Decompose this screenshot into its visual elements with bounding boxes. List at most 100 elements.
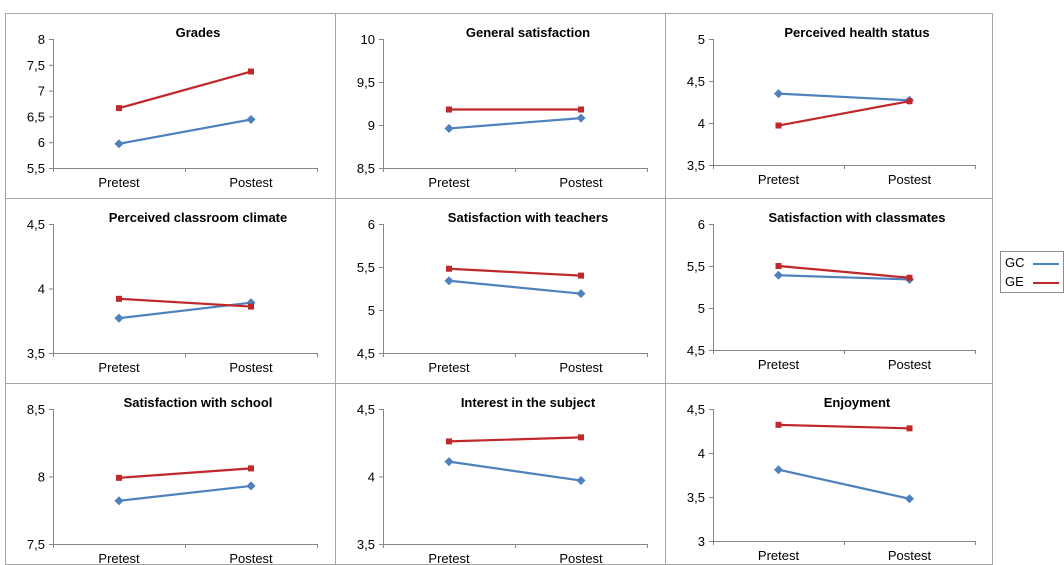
series-line-ge bbox=[448, 436, 582, 443]
x-tick-label: Pretest bbox=[98, 175, 140, 190]
panel-interest-in-the-subject: Interest in the subject 3,5 4 4,5 Pretest Pos… bbox=[357, 395, 648, 565]
panel-grades: Grades 5,5 6 6,5 7 7,5 8 Pretest Postest bbox=[27, 25, 318, 190]
y-tick-label: 7,5 bbox=[27, 58, 45, 73]
y-tick-label: 5 bbox=[368, 303, 375, 318]
y-tick-label: 4,5 bbox=[687, 402, 705, 417]
legend-swatch-gc bbox=[1033, 263, 1059, 265]
y-tick-label: 4 bbox=[698, 446, 705, 461]
y-tick-label: 5 bbox=[698, 32, 705, 47]
x-tick-label: Pretest bbox=[428, 175, 470, 190]
data-point-gc bbox=[444, 276, 454, 286]
series-line-ge bbox=[778, 100, 910, 127]
panel-title: Satisfaction with teachers bbox=[448, 210, 608, 225]
panel-satisfaction-with-classmates: Satisfaction with classmates 4,5 5 5,5 6 Pret… bbox=[687, 210, 976, 372]
x-tick-label: Postest bbox=[229, 175, 273, 190]
x-tick-label: Pretest bbox=[428, 360, 470, 375]
x-tick-label: Pretest bbox=[98, 360, 140, 375]
panel-perceived-classroom-climate: Perceived classroom climate 3,5 4 4,5 Pretes… bbox=[27, 210, 318, 375]
data-point-ge bbox=[116, 105, 122, 112]
panel-title: General satisfaction bbox=[466, 25, 590, 40]
panel-title: Satisfaction with school bbox=[124, 395, 273, 410]
x-tick-label: Pretest bbox=[758, 357, 800, 372]
data-point-ge bbox=[248, 303, 254, 310]
series-line-gc bbox=[118, 484, 252, 502]
data-point-gc bbox=[773, 465, 784, 475]
series-line-ge bbox=[778, 264, 910, 279]
series-line-gc bbox=[448, 460, 582, 482]
y-tick-label: 10 bbox=[361, 32, 375, 47]
series-line-ge bbox=[118, 297, 252, 308]
series-line-gc bbox=[778, 274, 910, 281]
y-tick-label: 6,5 bbox=[27, 109, 45, 124]
data-point-gc bbox=[576, 113, 586, 123]
x-tick-label: Postest bbox=[888, 357, 932, 372]
y-tick-label: 6 bbox=[698, 217, 705, 232]
series-line-ge bbox=[118, 467, 252, 479]
y-tick-label: 5,5 bbox=[27, 161, 45, 176]
data-point-gc bbox=[114, 496, 124, 506]
panel-title: Satisfaction with classmates bbox=[768, 210, 945, 225]
data-point-ge bbox=[775, 421, 782, 428]
panel-general-satisfaction: General satisfaction 8,5 9 9,5 10 Pretest Post… bbox=[357, 25, 648, 190]
x-tick-label: Postest bbox=[559, 360, 603, 375]
series-line-gc bbox=[778, 468, 910, 500]
x-tick-label: Postest bbox=[229, 360, 273, 375]
panel-title: Enjoyment bbox=[824, 395, 891, 410]
series-line-gc bbox=[448, 279, 582, 295]
data-point-gc bbox=[246, 114, 256, 125]
x-tick-label: Postest bbox=[559, 551, 603, 565]
data-point-ge bbox=[906, 98, 913, 105]
y-tick-label: 4 bbox=[38, 282, 45, 297]
y-tick-label: 3,5 bbox=[687, 490, 705, 505]
legend-label-ge: GE bbox=[1005, 274, 1024, 289]
data-point-ge bbox=[578, 272, 584, 279]
series-line-ge bbox=[118, 70, 252, 110]
x-tick-label: Postest bbox=[888, 172, 932, 187]
data-point-gc bbox=[444, 123, 454, 133]
data-point-gc bbox=[773, 89, 784, 99]
panel-title: Perceived classroom climate bbox=[109, 210, 288, 225]
panel-enjoyment: Enjoyment 3 3,5 4 4,5 Pretest Postest bbox=[687, 395, 976, 563]
data-point-gc bbox=[576, 289, 586, 299]
x-tick-label: Pretest bbox=[98, 551, 140, 565]
data-point-gc bbox=[904, 494, 915, 504]
panel-satisfaction-with-teachers: Satisfaction with teachers 4,5 5 5,5 6 Pretes… bbox=[357, 210, 648, 375]
y-tick-label: 4,5 bbox=[27, 217, 45, 232]
y-tick-label: 3,5 bbox=[687, 158, 705, 173]
data-point-ge bbox=[446, 106, 452, 113]
panel-satisfaction-with-school: Satisfaction with school 7,5 8 8,5 Pretest Po… bbox=[27, 395, 318, 565]
legend-swatch-ge bbox=[1033, 282, 1059, 284]
y-tick-label: 5,5 bbox=[687, 259, 705, 274]
x-tick-label: Postest bbox=[559, 175, 603, 190]
legend-label-gc: GC bbox=[1005, 255, 1025, 270]
y-tick-label: 4,5 bbox=[357, 346, 375, 361]
legend-item-gc: GC bbox=[1005, 254, 1061, 272]
data-point-gc bbox=[114, 139, 124, 149]
y-tick-label: 4 bbox=[368, 470, 375, 485]
y-tick-label: 8 bbox=[38, 470, 45, 485]
y-tick-label: 7,5 bbox=[27, 537, 45, 552]
data-point-ge bbox=[775, 263, 782, 269]
y-tick-label: 8,5 bbox=[357, 161, 375, 176]
y-tick-label: 4,5 bbox=[357, 402, 375, 417]
y-tick-label: 6 bbox=[368, 217, 375, 232]
data-point-ge bbox=[906, 274, 913, 281]
data-point-ge bbox=[775, 122, 782, 129]
y-tick-label: 8,5 bbox=[27, 402, 45, 417]
y-tick-label: 4,5 bbox=[687, 74, 705, 89]
data-point-ge bbox=[116, 474, 122, 481]
data-point-ge bbox=[446, 265, 452, 272]
x-tick-label: Postest bbox=[229, 551, 273, 565]
y-tick-label: 3 bbox=[698, 534, 705, 549]
data-point-gc bbox=[114, 313, 124, 323]
x-tick-label: Pretest bbox=[428, 551, 470, 565]
data-point-gc bbox=[576, 476, 586, 486]
panel-perceived-health-status: Perceived health status 3,5 4 4,5 5 Pretest Po… bbox=[687, 25, 976, 187]
y-tick-label: 3,5 bbox=[27, 346, 45, 361]
data-point-ge bbox=[248, 465, 254, 472]
y-tick-label: 4,5 bbox=[687, 343, 705, 358]
y-tick-label: 9,5 bbox=[357, 75, 375, 90]
series-line-ge bbox=[778, 423, 910, 430]
y-tick-label: 4 bbox=[698, 116, 705, 131]
